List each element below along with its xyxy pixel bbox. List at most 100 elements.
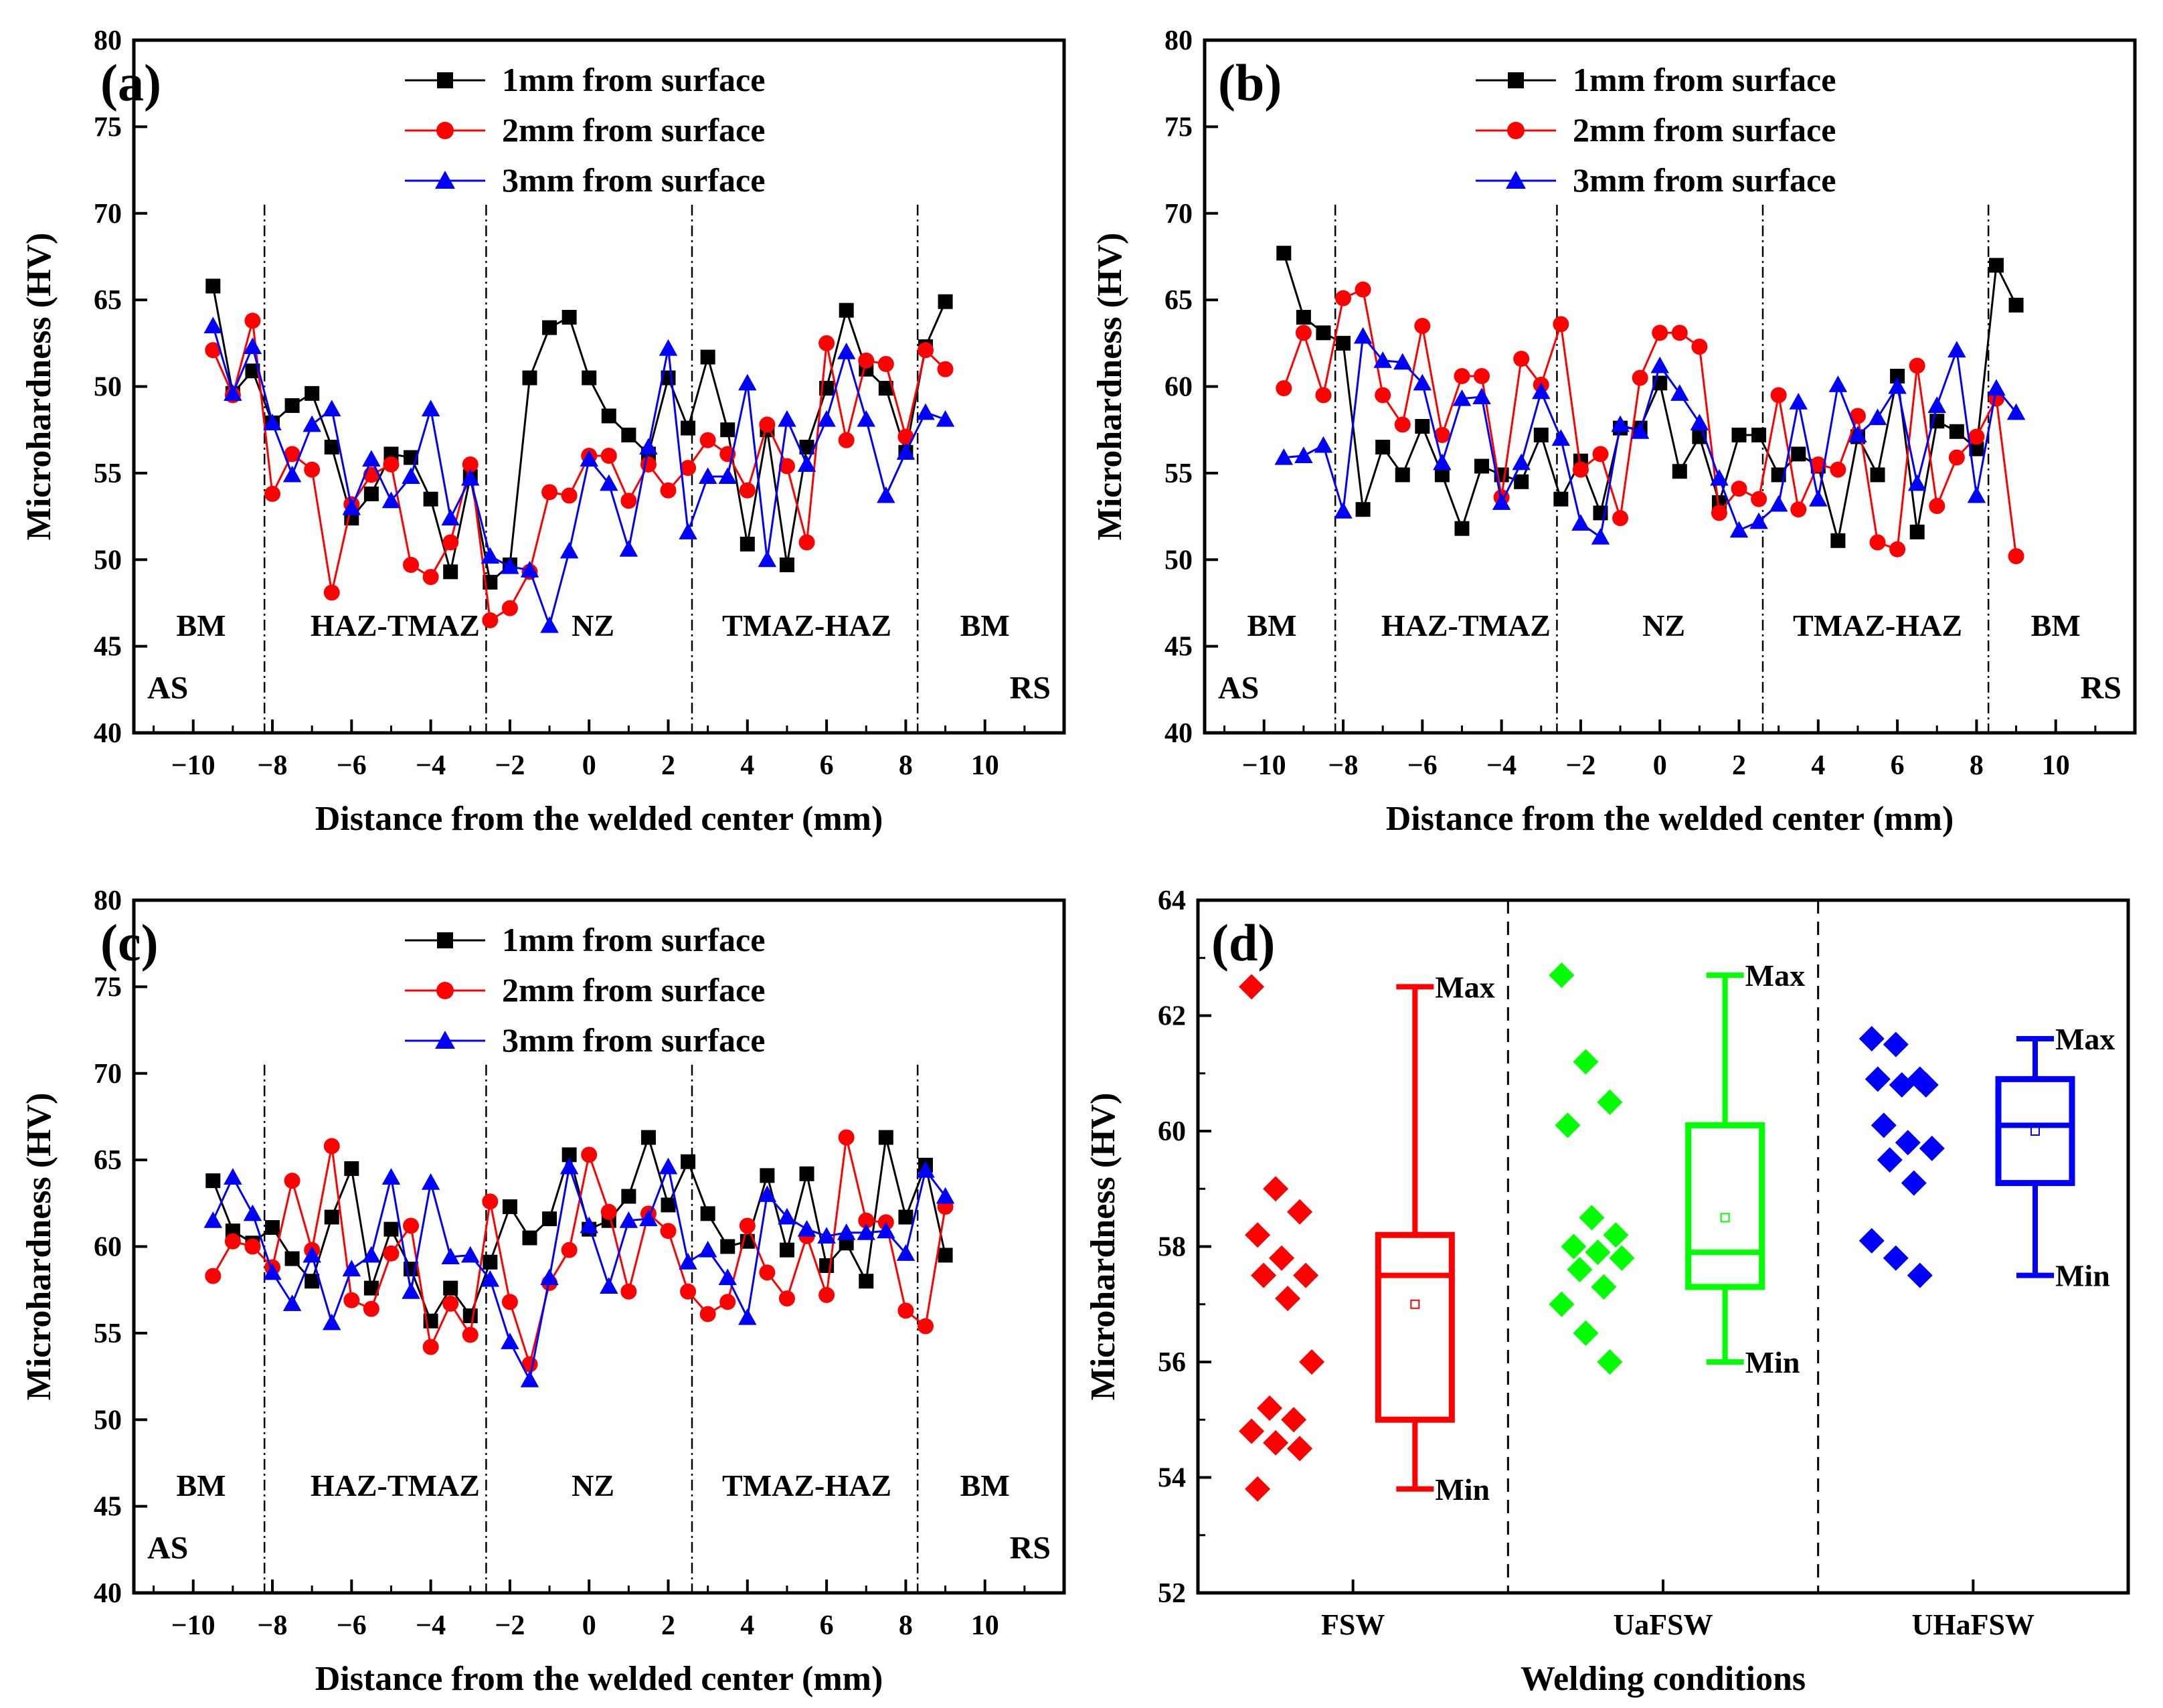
- legend-label: 2mm from surface: [502, 111, 765, 149]
- data-point: [342, 498, 361, 515]
- data-point: [817, 410, 836, 427]
- y-tick-label: 45: [94, 632, 122, 663]
- y-tick-label: 75: [94, 112, 122, 143]
- data-point: [561, 487, 578, 504]
- data-point: [1789, 393, 1808, 410]
- data-point: [362, 450, 381, 467]
- data-point: [403, 557, 420, 574]
- data-point: [1295, 325, 1312, 341]
- data-point: [1561, 1233, 1587, 1260]
- data-point: [837, 343, 856, 359]
- data-point: [421, 400, 440, 417]
- x-tick-label: −4: [1486, 750, 1517, 781]
- panel-d: 52 54 56 58 60 62 64 Welding conditions Microhar…: [1084, 885, 2130, 1698]
- data-point: [581, 1146, 598, 1163]
- data-point: [363, 486, 379, 501]
- data-point: [1949, 424, 1964, 439]
- x-tick-label: 0: [582, 1610, 596, 1641]
- series-1: [205, 278, 953, 590]
- legend-label: 1mm from surface: [502, 61, 765, 98]
- data-point: [700, 1206, 715, 1221]
- data-point: [896, 1244, 916, 1261]
- data-point: [1299, 1349, 1325, 1375]
- x-tick-label: −6: [1407, 750, 1438, 781]
- category-label: FSW: [1321, 1608, 1385, 1641]
- zone-label: TMAZ-HAZ: [722, 608, 891, 643]
- data-point: [779, 558, 794, 573]
- data-point: [441, 509, 460, 526]
- data-point: [1434, 426, 1450, 443]
- data-point: [482, 1193, 499, 1210]
- zone-label: BM: [176, 608, 226, 643]
- y-tick-label: 50: [94, 1405, 122, 1436]
- panel-a: −10 −8 −6 −4 −2 0 2 4 6 8 10 40 45 50 55 50 65 70 75 80 Dist…: [20, 25, 1066, 838]
- data-point: [1888, 377, 1907, 394]
- data-point: [938, 1248, 953, 1263]
- data-point: [1858, 1227, 1885, 1254]
- data-point: [1452, 389, 1472, 406]
- data-point: [1751, 491, 1767, 507]
- data-point: [1591, 527, 1610, 545]
- side-label-as: AS: [147, 670, 188, 705]
- data-point: [619, 539, 638, 557]
- box: [1375, 1231, 1455, 1423]
- x-tick-label: 0: [582, 750, 596, 781]
- data-point: [302, 415, 321, 432]
- x-tick-label: 10: [971, 1610, 999, 1641]
- y-tick-label: 40: [1164, 718, 1193, 749]
- zone-label: HAZ-TMAZ: [1381, 608, 1551, 643]
- data-point: [1454, 521, 1470, 536]
- data-point: [1585, 1240, 1611, 1266]
- data-point: [540, 1268, 559, 1286]
- data-point: [1474, 458, 1490, 474]
- y-tick-label: 62: [1158, 1001, 1186, 1032]
- data-point: [797, 1219, 816, 1237]
- data-point: [1869, 534, 1886, 551]
- data-point: [1969, 441, 1984, 456]
- y-axis-title: Microhardness (HV): [20, 233, 58, 541]
- data-point: [837, 1223, 856, 1240]
- legend-label: 2mm from surface: [1573, 111, 1836, 149]
- data-point: [1871, 1112, 1897, 1138]
- data-point: [402, 1282, 420, 1299]
- data-point: [462, 456, 479, 473]
- data-point: [323, 584, 340, 601]
- data-point: [838, 432, 855, 448]
- data-point: [263, 1263, 282, 1280]
- data-point: [858, 1212, 875, 1229]
- y-tick-label: 55: [94, 1318, 122, 1349]
- data-point: [1690, 414, 1709, 430]
- plot-frame: [1196, 898, 2130, 1595]
- data-point: [522, 370, 537, 386]
- data-point: [700, 349, 715, 365]
- data-point: [1274, 448, 1294, 465]
- data-point: [224, 384, 242, 401]
- data-point: [621, 1189, 636, 1204]
- zone-label: NZ: [1642, 608, 1685, 643]
- data-point: [1296, 310, 1311, 325]
- x-tick-label: 6: [820, 1610, 834, 1641]
- data-point: [1790, 501, 1807, 518]
- data-point: [799, 1166, 814, 1181]
- x-tick-label: 6: [1891, 750, 1905, 781]
- series-line: [1284, 333, 2017, 539]
- data-point: [659, 339, 678, 356]
- min-annotation: Min: [2055, 1259, 2110, 1293]
- data-point: [620, 493, 637, 509]
- x-tick-label: 4: [740, 750, 754, 781]
- category-label: UHaFSW: [1912, 1608, 2035, 1641]
- data-point: [1573, 1320, 1599, 1346]
- x-tick-label: 0: [1653, 750, 1667, 781]
- data-point: [936, 410, 955, 427]
- y-tick-label: 80: [1164, 25, 1193, 56]
- data-point: [738, 373, 757, 391]
- data-point: [1868, 408, 1887, 426]
- data-point: [344, 1161, 359, 1177]
- data-point: [461, 468, 480, 486]
- x-tick-label: −4: [416, 1610, 446, 1641]
- data-point: [522, 1230, 537, 1246]
- data-point: [1883, 1031, 1909, 1057]
- data-point: [2006, 403, 2026, 420]
- y-tick-label: 54: [1158, 1463, 1186, 1494]
- data-point: [423, 491, 438, 507]
